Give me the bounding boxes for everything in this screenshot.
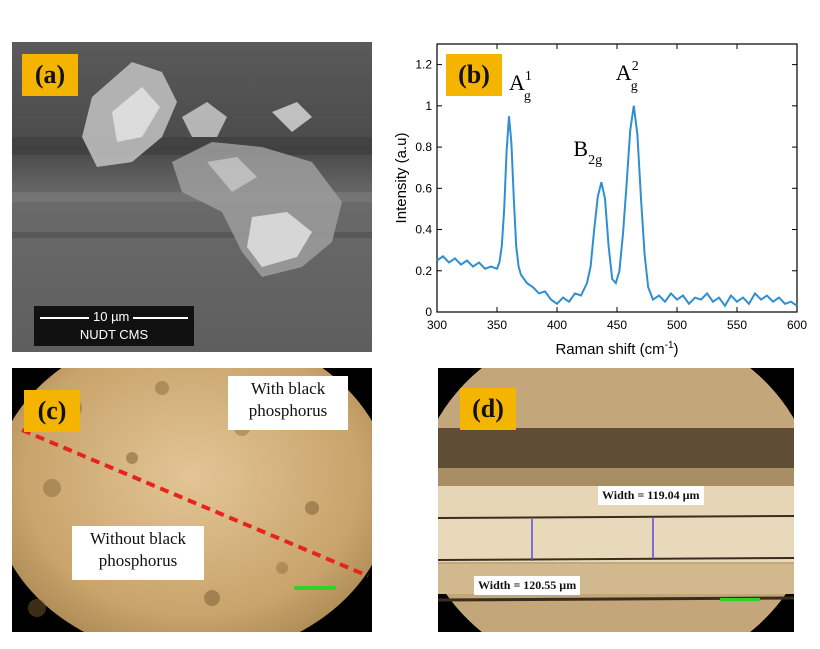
width-top-label: Width = 119.04 µm xyxy=(598,486,704,505)
panel-b-raman-chart: 300 350 400 450 500 550 600 0 0.2 0.4 0.6 0.8 1 1.2 Ra… xyxy=(385,40,815,365)
boundary-dashed-line xyxy=(21,428,369,578)
y-tick-label: 0.8 xyxy=(415,140,432,154)
y-tick-label: 1.2 xyxy=(415,58,432,72)
y-tick-label: 0.6 xyxy=(415,181,432,195)
scale-bar-box: 10 µm NUDT CMS xyxy=(34,306,194,346)
y-axis-label: Intensity (a.u) xyxy=(393,133,410,224)
y-tick-label: 1 xyxy=(425,99,432,113)
without-bp-line1: Without black xyxy=(89,529,187,548)
scale-bar-d xyxy=(720,598,760,601)
x-tick-label: 500 xyxy=(667,318,687,332)
x-tick-label: 550 xyxy=(727,318,747,332)
peak-label: A2 g xyxy=(616,59,639,94)
raman-spectrum-line xyxy=(436,105,798,308)
panel-c-micrograph: (c) With black phosphorus Without black … xyxy=(12,368,372,632)
y-tick-label: 0.2 xyxy=(415,264,432,278)
x-tick-label: 350 xyxy=(487,318,507,332)
peak-label: B2g xyxy=(573,136,602,168)
with-bp-line2: phosphorus xyxy=(248,401,328,420)
y-tick-label: 0 xyxy=(425,305,432,319)
lab-text: NUDT CMS xyxy=(79,327,149,342)
panel-b-label: (b) xyxy=(446,54,502,96)
panel-a-label: (a) xyxy=(22,54,78,96)
with-bp-line1: With black xyxy=(250,379,326,398)
x-tick-label: 600 xyxy=(787,318,807,332)
x-axis-label: Raman shift (cm-1) xyxy=(555,340,678,358)
y-tick-label: 0.4 xyxy=(415,223,432,237)
flake-2 xyxy=(182,102,227,137)
panel-a-sem-image: (a) 10 µm NUDT CMS xyxy=(12,42,372,352)
width-bottom-label: Width = 120.55 µm xyxy=(474,576,581,595)
scale-bar-c xyxy=(294,586,336,590)
without-bp-line2: phosphorus xyxy=(98,551,178,570)
x-tick-label: 450 xyxy=(607,318,627,332)
with-bp-label: With black phosphorus xyxy=(228,376,348,430)
peak-label: A1 g xyxy=(509,69,532,104)
x-tick-label: 300 xyxy=(427,318,447,332)
sem-texture xyxy=(12,42,372,352)
panel-d-micrograph: (d) Width = 119.04 µm Width = 120.55 µm xyxy=(438,368,794,632)
panel-d-label: (d) xyxy=(460,388,516,430)
scale-bar-text: 10 µm xyxy=(89,309,134,324)
raman-chart-svg: 300 350 400 450 500 550 600 0 0.2 0.4 0.6 0.8 1 1.2 Ra… xyxy=(393,43,807,358)
without-bp-label: Without black phosphorus xyxy=(72,526,204,580)
panel-c-label: (c) xyxy=(24,390,80,432)
x-tick-label: 400 xyxy=(547,318,567,332)
